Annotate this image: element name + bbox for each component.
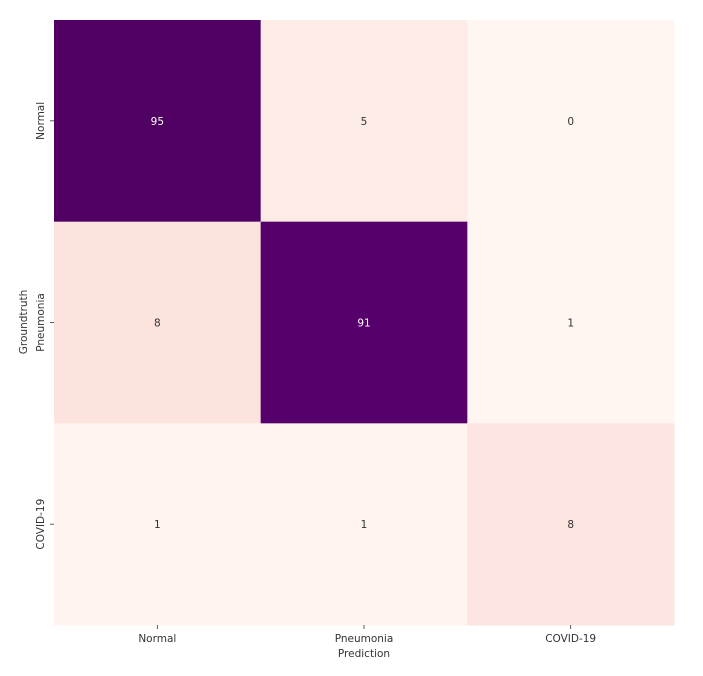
x-tick-label: Pneumonia bbox=[335, 633, 394, 645]
y-axis-label: Groundtruth bbox=[18, 290, 30, 354]
x-tick-label: COVID-19 bbox=[545, 633, 596, 645]
cell-value-label: 8 bbox=[567, 519, 574, 531]
heatmap-cell bbox=[467, 20, 675, 223]
cell-value-label: 5 bbox=[361, 116, 368, 128]
cell-value-label: 1 bbox=[361, 519, 368, 531]
y-tick-label: COVID-19 bbox=[35, 499, 47, 550]
x-axis-label: Prediction bbox=[338, 648, 390, 660]
cell-value-label: 1 bbox=[154, 519, 161, 531]
cell-value-label: 91 bbox=[357, 318, 370, 330]
y-tick-label: Normal bbox=[35, 102, 47, 140]
y-tick-label: Pneumonia bbox=[35, 293, 47, 352]
heatmap-cell bbox=[467, 423, 675, 626]
cell-value-label: 95 bbox=[151, 116, 164, 128]
cell-value-label: 0 bbox=[567, 116, 574, 128]
x-tick-label: Normal bbox=[138, 633, 176, 645]
heatmap-cell bbox=[260, 221, 468, 424]
heatmap-cell bbox=[54, 20, 262, 223]
heatmap-cell bbox=[260, 20, 468, 223]
heatmap-cell bbox=[260, 423, 468, 626]
cell-value-label: 8 bbox=[154, 318, 161, 330]
heatmap-cell bbox=[54, 423, 262, 626]
heatmap-cell bbox=[54, 221, 262, 424]
heatmap-cell bbox=[467, 221, 675, 424]
cell-value-label: 1 bbox=[567, 318, 574, 330]
